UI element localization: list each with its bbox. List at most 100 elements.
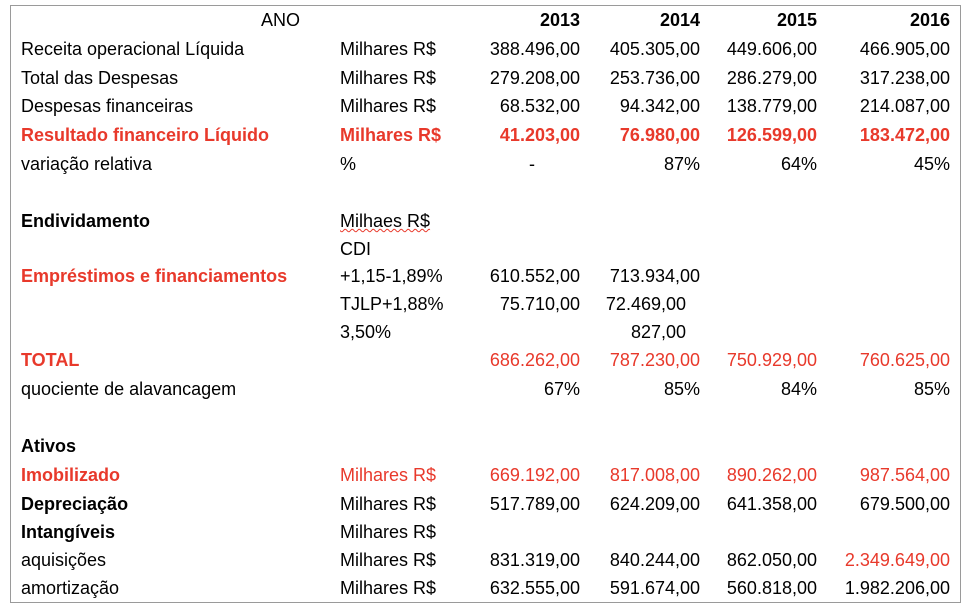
cell-2014: 787.230,00 (609, 350, 700, 370)
cell-2014: 76.980,00 (619, 125, 700, 145)
cell-2013: 686.262,00 (489, 350, 580, 370)
row-label: Endividamento (21, 211, 151, 231)
cell-2014: 253.736,00 (609, 68, 700, 88)
row-endividamento: Endividamento Milhaes R$ (11, 207, 960, 235)
row-cdi: CDI (11, 235, 960, 263)
cell-2013: 517.789,00 (489, 494, 580, 514)
row-unit: Milhaes R$ (340, 211, 431, 231)
row-unit: +1,15-1,89% (340, 266, 443, 286)
cell-2013: 41.203,00 (499, 125, 580, 145)
cell-2016: 2.349.649,00 (844, 550, 950, 570)
row-unit: Milhares R$ (340, 39, 437, 59)
row-resultado-financeiro: Resultado financeiro Líquido Milhares R$… (11, 121, 960, 149)
cell-2015: 138.779,00 (726, 96, 817, 116)
cell-2014: 624.209,00 (609, 494, 700, 514)
cell-2013: 279.208,00 (489, 68, 580, 88)
cell-2013: - (529, 154, 535, 174)
row-receita: Receita operacional Líquida Milhares R$ … (11, 35, 960, 63)
row-label: Total das Despesas (21, 68, 179, 88)
cell-2016: 1.982.206,00 (844, 578, 950, 598)
header-year-2016: 2016 (909, 10, 950, 30)
row-unit: Milhares R$ (340, 578, 437, 598)
cell-2016: 466.905,00 (859, 39, 950, 59)
header-row: ANO 2013 2014 2015 2016 (11, 6, 960, 34)
row-label: Depreciação (21, 494, 129, 514)
cell-2016: 317.238,00 (859, 68, 950, 88)
row-label: Imobilizado (21, 465, 120, 485)
row-label: amortização (21, 578, 120, 598)
cell-2014: 817.008,00 (609, 465, 700, 485)
cell-2014: 840.244,00 (609, 550, 700, 570)
row-total: TOTAL 686.262,00 787.230,00 750.929,00 7… (11, 346, 960, 374)
row-tjlp: TJLP+1,88% 75.710,00 72.469,00 (11, 290, 960, 318)
cell-2014: 405.305,00 (609, 39, 700, 59)
row-label: Resultado financeiro Líquido (21, 125, 270, 145)
cell-2014: 72.469,00 (605, 294, 686, 314)
cell-2015: 64% (780, 154, 817, 174)
row-ativos: Ativos (11, 432, 960, 460)
cell-2016: 85% (913, 379, 950, 399)
row-label: TOTAL (21, 350, 80, 370)
row-label: variação relativa (21, 154, 153, 174)
cell-2014: 713.934,00 (609, 266, 700, 286)
row-unit: Milhares R$ (340, 68, 437, 88)
cell-2016: 760.625,00 (859, 350, 950, 370)
header-year-2015: 2015 (776, 10, 817, 30)
header-year-2013: 2013 (539, 10, 580, 30)
row-depreciacao: Depreciação Milhares R$ 517.789,00 624.2… (11, 490, 960, 518)
cell-2015: 449.606,00 (726, 39, 817, 59)
cell-2015: 84% (780, 379, 817, 399)
cell-2015: 862.050,00 (726, 550, 817, 570)
row-total-despesas: Total das Despesas Milhares R$ 279.208,0… (11, 64, 960, 92)
cell-2014: 87% (663, 154, 700, 174)
cell-2015: 126.599,00 (726, 125, 817, 145)
row-label: Despesas financeiras (21, 96, 194, 116)
cell-2015: 560.818,00 (726, 578, 817, 598)
row-aquisicoes: aquisições Milhares R$ 831.319,00 840.24… (11, 546, 960, 574)
header-year-2014: 2014 (659, 10, 700, 30)
row-unit: CDI (340, 239, 371, 259)
row-unit: Milhares R$ (340, 96, 437, 116)
row-label: Intangíveis (21, 522, 116, 542)
cell-2013: 610.552,00 (489, 266, 580, 286)
row-intangiveis: Intangíveis Milhares R$ (11, 518, 960, 546)
cell-2016: 214.087,00 (859, 96, 950, 116)
row-variacao-relativa: variação relativa % - 87% 64% 45% (11, 150, 960, 178)
row-quociente: quociente de alavancagem 67% 85% 84% 85% (11, 375, 960, 403)
row-label: Receita operacional Líquida (21, 39, 245, 59)
cell-2015: 890.262,00 (726, 465, 817, 485)
row-label: aquisições (21, 550, 107, 570)
spreadsheet-table: ANO 2013 2014 2015 2016 Receita operacio… (10, 5, 961, 603)
cell-2013: 831.319,00 (489, 550, 580, 570)
row-unit: 3,50% (340, 322, 392, 342)
cell-2014: 94.342,00 (619, 96, 700, 116)
cell-2013: 68.532,00 (499, 96, 580, 116)
row-unit: Milhares R$ (340, 125, 442, 145)
row-label: quociente de alavancagem (21, 379, 237, 399)
cell-2016: 183.472,00 (859, 125, 950, 145)
row-despesas-financeiras: Despesas financeiras Milhares R$ 68.532,… (11, 92, 960, 120)
cell-2016: 45% (913, 154, 950, 174)
cell-2016: 987.564,00 (859, 465, 950, 485)
cell-2013: 75.710,00 (499, 294, 580, 314)
row-unit: Milhares R$ (340, 522, 437, 542)
cell-2014: 827,00 (630, 322, 686, 342)
row-unit: Milhares R$ (340, 494, 437, 514)
cell-2013: 669.192,00 (489, 465, 580, 485)
row-label: Ativos (21, 436, 77, 456)
row-taxa: 3,50% 827,00 (11, 318, 960, 346)
row-unit: Milhares R$ (340, 550, 437, 570)
row-label: Empréstimos e financiamentos (21, 266, 288, 286)
cell-2013: 67% (543, 379, 580, 399)
cell-2015: 641.358,00 (726, 494, 817, 514)
row-unit: Milhares R$ (340, 465, 437, 485)
row-amortizacao: amortização Milhares R$ 632.555,00 591.6… (11, 574, 960, 602)
cell-2013: 388.496,00 (489, 39, 580, 59)
row-emprestimos: Empréstimos e financiamentos +1,15-1,89%… (11, 262, 960, 290)
row-unit: % (340, 154, 357, 174)
cell-2014: 85% (663, 379, 700, 399)
cell-2014: 591.674,00 (609, 578, 700, 598)
cell-2015: 286.279,00 (726, 68, 817, 88)
cell-2013: 632.555,00 (489, 578, 580, 598)
cell-2016: 679.500,00 (859, 494, 950, 514)
